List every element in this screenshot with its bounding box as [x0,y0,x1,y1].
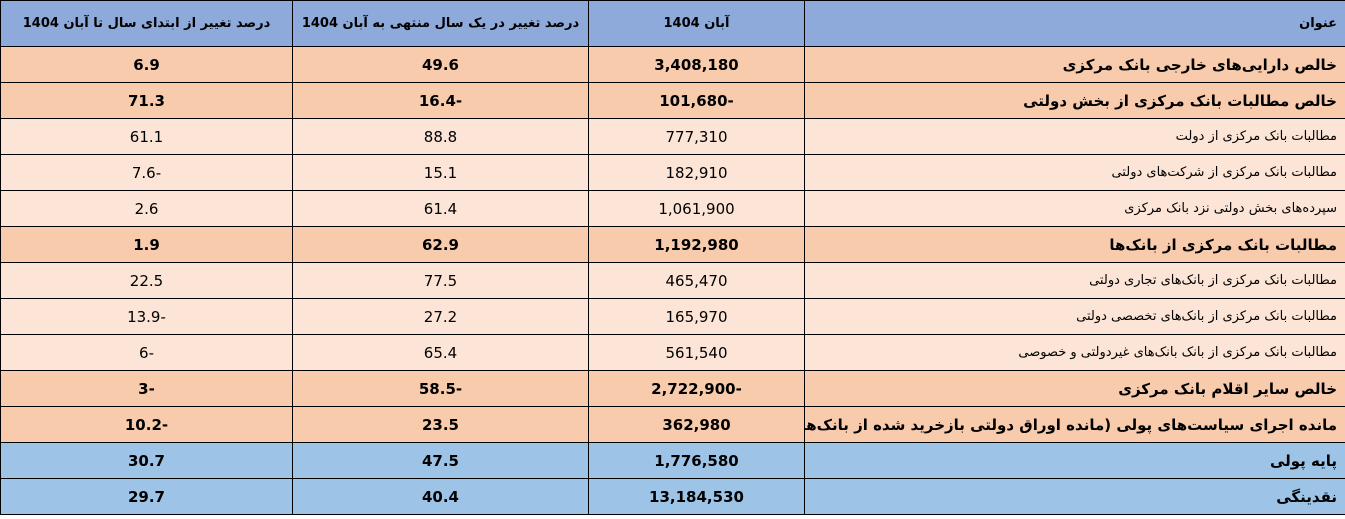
row-title: مانده اجرای سیاست‌های پولی (مانده اوراق … [804,406,1345,443]
value-cell: 62.9 [292,226,589,263]
value-cell: 362,980 [588,406,805,443]
table-row: مانده اجرای سیاست‌های پولی (مانده اوراق … [0,406,1345,443]
value-cell: 777,310 [588,118,805,155]
table-row: نقدینگی 13,184,530 40.4 29.7 [0,478,1345,515]
value-cell: 1,061,900 [588,190,805,227]
header-row: عنوان آبان 1404 درصد تغییر در یک سال منت… [0,0,1345,47]
row-title: خالص دارایی‌های خارجی بانک مرکزی [804,46,1345,83]
value-cell: 61.4 [292,190,589,227]
value-cell: 65.4 [292,334,589,371]
header-cell: درصد تغییر از ابتدای سال تا آبان 1404 [0,0,293,47]
value-cell: -13.9 [0,298,293,335]
row-title: مطالبات بانک مرکزی از دولت [804,118,1345,155]
table-row: مطالبات بانک مرکزی از بانک‌های تخصصی دول… [0,298,1345,335]
row-title: مطالبات بانک مرکزی از بانک‌ها [804,226,1345,263]
value-cell: 1,776,580 [588,442,805,479]
value-cell: -7.6 [0,154,293,191]
value-cell: -3 [0,370,293,407]
value-cell: 49.6 [292,46,589,83]
value-cell: 3,408,180 [588,46,805,83]
value-cell: -101,680 [588,82,805,119]
value-cell: 465,470 [588,262,805,299]
value-cell: -16.4 [292,82,589,119]
value-cell: 47.5 [292,442,589,479]
header-cell: درصد تغییر در یک سال منتهی به آبان 1404 [292,0,589,47]
value-cell: 30.7 [0,442,293,479]
value-cell: 88.8 [292,118,589,155]
table-row: مطالبات بانک مرکزی از شرکت‌های دولتی 182,… [0,154,1345,191]
value-cell: 165,970 [588,298,805,335]
table-row: خالص دارایی‌های خارجی بانک مرکزی 3,408,18… [0,46,1345,83]
value-cell: 182,910 [588,154,805,191]
row-title: مطالبات بانک مرکزی از شرکت‌های دولتی [804,154,1345,191]
header-cell: عنوان [804,0,1345,47]
value-cell: 561,540 [588,334,805,371]
value-cell: -6 [0,334,293,371]
value-cell: 1.9 [0,226,293,263]
header-cell: آبان 1404 [588,0,805,47]
value-cell: -10.2 [0,406,293,443]
table-row: پایه پولی 1,776,580 47.5 30.7 [0,442,1345,479]
row-title: پایه پولی [804,442,1345,479]
value-cell: 61.1 [0,118,293,155]
value-cell: 1,192,980 [588,226,805,263]
table-row: مطالبات بانک مرکزی از دولت 777,310 88.8 61.… [0,118,1345,155]
value-cell: 29.7 [0,478,293,515]
table-row: خالص مطالبات بانک مرکزی از بخش دولتی -101… [0,82,1345,119]
value-cell: 22.5 [0,262,293,299]
table-row: مطالبات بانک مرکزی از بانک‌ها 1,192,980 62… [0,226,1345,263]
value-cell: 15.1 [292,154,589,191]
table-row: مطالبات بانک مرکزی از بانک‌های تجاری دول… [0,262,1345,299]
value-cell: 2.6 [0,190,293,227]
value-cell: -58.5 [292,370,589,407]
value-cell: 23.5 [292,406,589,443]
value-cell: 27.2 [292,298,589,335]
table-row: سپرده‌های بخش دولتی نزد بانک مرکزی 1,061,… [0,190,1345,227]
row-title: مطالبات بانک مرکزی از بانک بانک‌های غیرد… [804,334,1345,371]
row-title: مطالبات بانک مرکزی از بانک‌های تخصصی دول… [804,298,1345,335]
row-title: مطالبات بانک مرکزی از بانک‌های تجاری دول… [804,262,1345,299]
row-title: خالص مطالبات بانک مرکزی از بخش دولتی [804,82,1345,119]
value-cell: -2,722,900 [588,370,805,407]
table-row: خالص سایر اقلام بانک مرکزی -2,722,900 -58.… [0,370,1345,407]
value-cell: 40.4 [292,478,589,515]
row-title: سپرده‌های بخش دولتی نزد بانک مرکزی [804,190,1345,227]
value-cell: 6.9 [0,46,293,83]
row-title: نقدینگی [804,478,1345,515]
row-title: خالص سایر اقلام بانک مرکزی [804,370,1345,407]
table-row: مطالبات بانک مرکزی از بانک بانک‌های غیرد… [0,334,1345,371]
value-cell: 77.5 [292,262,589,299]
value-cell: 71.3 [0,82,293,119]
value-cell: 13,184,530 [588,478,805,515]
